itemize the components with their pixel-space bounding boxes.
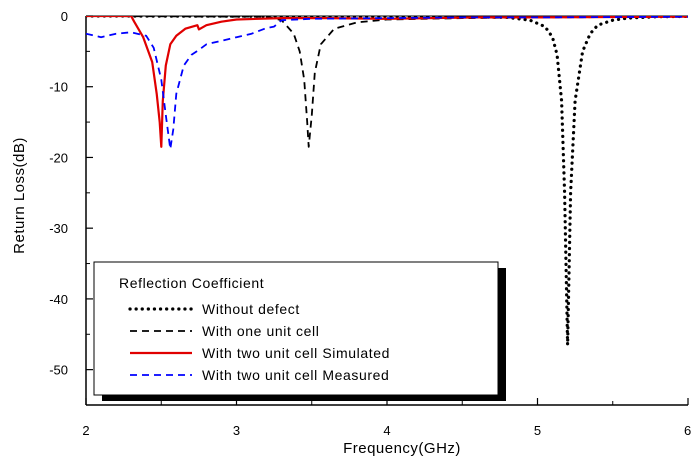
series-layer	[86, 16, 688, 347]
legend-entry: With two unit cell Measured	[202, 367, 389, 383]
y-tick-label: -40	[49, 292, 68, 307]
y-tick-label: -10	[49, 80, 68, 95]
x-tick-label: 3	[233, 423, 240, 438]
series-line-2	[86, 16, 688, 148]
series-line-3	[86, 16, 688, 150]
x-tick-label: 4	[383, 423, 390, 438]
x-tick-label: 2	[82, 423, 89, 438]
axes: 2 3 4 5 6 0 -10 -20 -30 -40 -50 Frequency(GHz) Retur…	[11, 9, 691, 457]
x-axis-title: Frequency(GHz)	[343, 440, 461, 457]
x-tick-label: 5	[534, 423, 541, 438]
y-tick-label: -20	[49, 150, 68, 165]
legend-title: Reflection Coefficient	[119, 275, 264, 291]
legend: Reflection Coefficient Without defect With…	[93, 261, 506, 401]
y-tick-label: -50	[49, 363, 68, 378]
y-tick-label: -30	[49, 221, 68, 236]
y-axis-title: Return Loss(dB)	[11, 137, 28, 254]
legend-entry: Without defect	[202, 301, 300, 317]
y-tick-label: 0	[61, 9, 68, 24]
legend-box	[93, 261, 499, 396]
legend-entry: With two unit cell Simulated	[202, 345, 390, 361]
x-tick-label: 6	[684, 423, 691, 438]
legend-entry: With one unit cell	[202, 323, 319, 339]
